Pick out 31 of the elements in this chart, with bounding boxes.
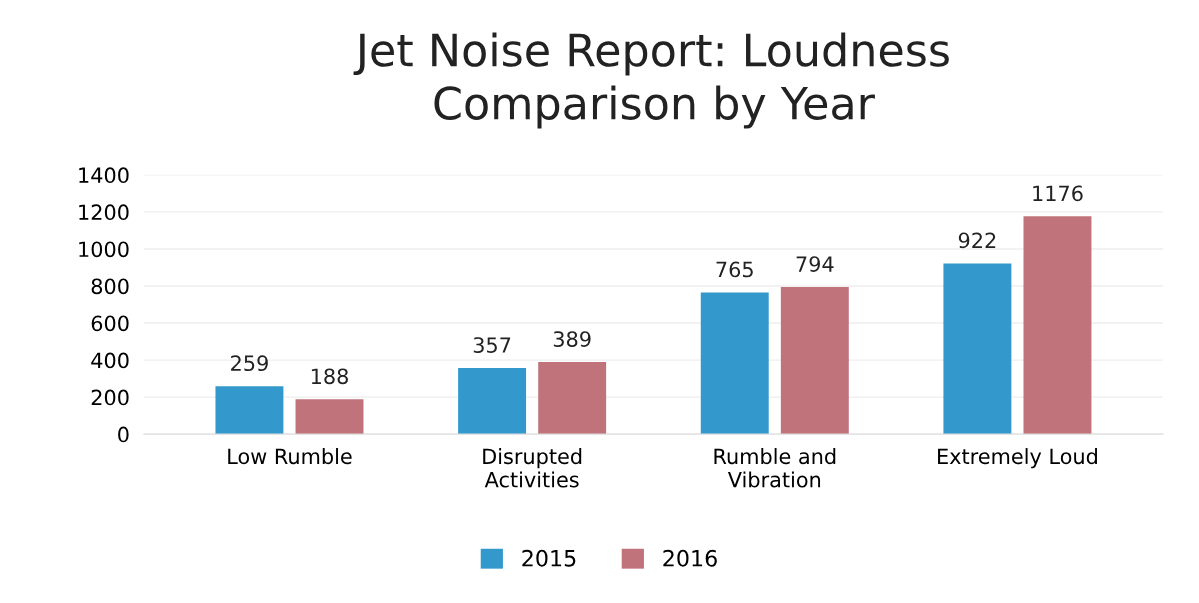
data-label: 794 <box>796 256 834 272</box>
data-label: 765 <box>716 261 753 278</box>
x-tick-label: Disrupted Activities <box>483 448 582 488</box>
y-tick-label: 0 <box>118 426 129 443</box>
y-tick-label: 200 <box>91 389 129 406</box>
bar <box>943 263 1012 435</box>
y-tick-label: 400 <box>91 352 129 369</box>
bar <box>700 292 769 435</box>
data-label: 188 <box>311 368 348 385</box>
data-label: 357 <box>473 337 511 353</box>
bar <box>1023 216 1092 435</box>
y-tick-label: 1000 <box>79 241 129 258</box>
data-label: 1176 <box>1033 185 1083 202</box>
chart-title: Jet Noise Report: Loudness Comparison by Year <box>353 32 949 129</box>
y-tick-label: 1200 <box>79 204 129 221</box>
x-tick-label: Rumble and Vibration <box>714 448 836 488</box>
data-label: 389 <box>553 331 591 347</box>
bar <box>538 362 607 435</box>
data-label: 259 <box>231 355 268 372</box>
bar <box>458 368 527 435</box>
y-tick-label: 1400 <box>79 167 129 184</box>
x-tick-label: Extremely Loud <box>938 448 1097 469</box>
y-tick-label: 800 <box>91 278 129 295</box>
legend-label: 2016 <box>663 549 717 567</box>
data-label: 922 <box>958 232 996 249</box>
y-tick-label: 600 <box>91 315 129 332</box>
legend-label: 2015 <box>522 549 576 567</box>
bar <box>780 287 849 435</box>
bar <box>295 399 364 435</box>
bar <box>215 386 284 435</box>
x-tick-label: Low Rumble <box>228 448 352 465</box>
